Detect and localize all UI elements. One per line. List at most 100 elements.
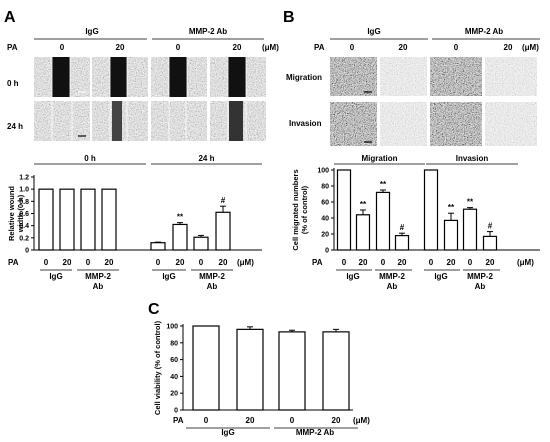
dose-label: 20 xyxy=(398,258,407,267)
bar xyxy=(482,235,498,251)
y-tick-label: 20 xyxy=(170,391,178,398)
dose-label: 20 xyxy=(399,43,408,52)
dose-label: 20 xyxy=(504,43,513,52)
bar xyxy=(394,235,410,251)
significance-mark: ** xyxy=(467,198,474,207)
treatment-label: Ab xyxy=(475,282,486,291)
treatment-label: IgG xyxy=(434,272,447,281)
dose-label: 20 xyxy=(486,258,495,267)
bar xyxy=(355,214,371,251)
chart-c-cell-viability: 0 20 40 60 80 100 Cell viability (% of control… xyxy=(153,320,370,437)
y-tick-label: 40 xyxy=(170,374,178,381)
y-tick-label: 0 xyxy=(174,408,178,415)
dose-label: 0 xyxy=(350,43,355,52)
unit-label: (μM) xyxy=(353,416,370,425)
unit-label: (μM) xyxy=(237,258,254,267)
dose-label: 20 xyxy=(246,416,255,425)
wound-image xyxy=(151,57,207,97)
y-tick-label: 0 xyxy=(325,248,329,255)
bar xyxy=(322,331,350,411)
treatment-label: MMP-2 xyxy=(85,272,111,281)
treatment-label: Ab xyxy=(387,282,398,291)
wound-image xyxy=(92,101,148,141)
y-tick-label: 0.2 xyxy=(19,235,29,242)
y-tick-label: 80 xyxy=(321,184,329,191)
bar xyxy=(278,331,306,411)
dose-label: 0 xyxy=(454,43,459,52)
panel-a-micrographs xyxy=(34,57,266,141)
dose-label: 0 xyxy=(44,258,49,267)
dose-label: 0 xyxy=(468,258,473,267)
significance-mark: ** xyxy=(360,200,367,209)
y-tick-label: 60 xyxy=(321,200,329,207)
bar xyxy=(192,325,220,411)
transwell-image xyxy=(380,102,427,146)
treatment-label: IgG xyxy=(162,272,175,281)
transwell-image xyxy=(330,57,377,96)
bar xyxy=(336,169,352,251)
panel-letter-b: B xyxy=(283,9,295,26)
row-label-migration: Migration xyxy=(286,73,322,82)
y-tick-label: 0 xyxy=(25,248,29,255)
significance-mark: # xyxy=(221,196,226,205)
pa-label: PA xyxy=(7,43,18,52)
treatment-label: IgG xyxy=(221,428,234,437)
wound-image xyxy=(210,101,266,141)
y-tick-label: 1.2 xyxy=(19,175,29,182)
transwell-image xyxy=(330,102,377,146)
bar xyxy=(193,236,209,251)
dose-label: 0 xyxy=(429,258,434,267)
panel-letter-a: A xyxy=(4,9,16,26)
bar xyxy=(80,188,96,251)
bar xyxy=(236,328,264,411)
dose-label: 0 xyxy=(176,43,181,52)
chart-a-wound-width: 0 0.2 0.4 0.6 0.8 1.0 1.2 Relative woundwidth (… xyxy=(7,154,262,291)
y-axis-label: Cell viability (% of control) xyxy=(153,320,162,415)
y-tick-label: 20 xyxy=(321,232,329,239)
bar xyxy=(215,211,231,251)
transwell-image xyxy=(430,102,482,146)
chart-b-migrated-numbers: 0 20 40 60 80 100 Cell migrated numbers(% of c… xyxy=(291,154,540,291)
dose-label: 20 xyxy=(233,43,242,52)
group-label: Invasion xyxy=(456,154,489,163)
bar xyxy=(423,169,439,251)
group-label: Migration xyxy=(362,154,398,163)
significance-mark: ** xyxy=(380,180,387,189)
dose-label: 0 xyxy=(86,258,91,267)
dose-label: 20 xyxy=(63,258,72,267)
wound-image xyxy=(151,101,207,141)
dose-label: 20 xyxy=(359,258,368,267)
y-tick-label: 0.6 xyxy=(19,211,29,218)
transwell-image xyxy=(485,102,537,146)
treatment-label: MMP-2 xyxy=(199,272,225,281)
panel-a-header: IgG MMP-2 Ab PA 0 20 0 20 (μM) 0 h 24 h xyxy=(7,27,279,131)
group-label: 24 h xyxy=(198,154,214,163)
wound-image xyxy=(92,57,148,97)
bar xyxy=(172,223,188,251)
unit-label: (μM) xyxy=(522,43,539,52)
bar xyxy=(150,242,166,251)
bar xyxy=(462,208,478,251)
mmp2-header: MMP-2 Ab xyxy=(465,27,503,36)
dose-label: 0 xyxy=(199,258,204,267)
dose-label: 0 xyxy=(204,416,209,425)
dose-label: 20 xyxy=(116,43,125,52)
dose-label: 20 xyxy=(176,258,185,267)
row-label-invasion: Invasion xyxy=(289,119,322,128)
significance-mark: ** xyxy=(177,213,184,222)
y-tick-label: 1.0 xyxy=(19,187,29,194)
bar xyxy=(38,188,54,251)
dose-label: 20 xyxy=(219,258,228,267)
dose-label: 0 xyxy=(290,416,295,425)
treatment-label: MMP-2 Ab xyxy=(296,428,334,437)
unit-label: (μM) xyxy=(517,258,534,267)
panel-b-header: IgG MMP-2 Ab PA 0 20 0 20 (μM) Migration… xyxy=(286,27,540,128)
dose-label: 20 xyxy=(447,258,456,267)
row-label-0h: 0 h xyxy=(7,79,19,88)
group-label: 0 h xyxy=(84,154,96,163)
pa-label: PA xyxy=(173,416,184,425)
row-label-24h: 24 h xyxy=(7,122,23,131)
dose-label: 0 xyxy=(381,258,386,267)
dose-label: 0 xyxy=(60,43,65,52)
dose-label: 0 xyxy=(156,258,161,267)
